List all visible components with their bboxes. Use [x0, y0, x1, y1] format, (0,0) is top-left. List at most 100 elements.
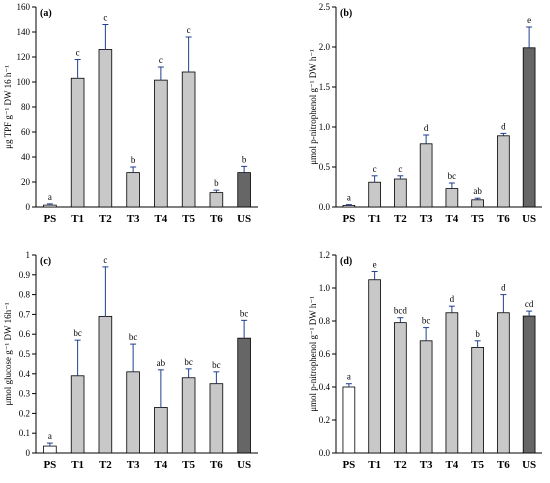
bar-US — [237, 337, 251, 454]
significance-letter-T1: e — [373, 260, 377, 270]
x-tick-label-T6: T6 — [497, 213, 510, 225]
bar-T4 — [445, 188, 459, 208]
bar-T1 — [368, 279, 381, 454]
y-tick-label: 0.9 — [19, 270, 31, 280]
significance-letter-T4: d — [450, 294, 455, 304]
x-tick-label-T6: T6 — [210, 213, 223, 225]
significance-letter-T5: b — [475, 329, 480, 339]
y-tick-label: 160 — [17, 2, 31, 12]
x-tick-label-T2: T2 — [99, 459, 112, 471]
y-axis-title: μg TPF g⁻¹ DW 16 h⁻¹ — [3, 65, 13, 149]
y-tick-label: 140 — [17, 27, 31, 37]
y-tick-label: 1.0 — [319, 283, 331, 293]
x-tick-label-T1: T1 — [368, 459, 381, 471]
y-tick-label: 2.0 — [319, 42, 331, 52]
y-tick-label: 1 — [26, 250, 31, 260]
significance-letter-T4: c — [159, 55, 163, 65]
x-tick-label-T1: T1 — [71, 459, 84, 471]
x-tick-label-T2: T2 — [394, 459, 407, 471]
x-tick-label-T2: T2 — [99, 213, 112, 225]
bar-T1 — [70, 77, 85, 208]
x-tick-label-T4: T4 — [445, 213, 458, 225]
x-tick-label-T6: T6 — [210, 459, 223, 471]
bar-T5 — [471, 346, 484, 454]
x-tick-label-US: US — [237, 213, 251, 225]
y-tick-label: 40 — [21, 152, 31, 162]
significance-letter-T6: bc — [212, 360, 221, 370]
significance-letter-T6: d — [501, 121, 506, 131]
x-tick-label-T5: T5 — [182, 213, 195, 225]
bar-T4 — [445, 312, 459, 454]
bar-T6 — [209, 192, 224, 208]
significance-letter-T3: b — [131, 155, 136, 165]
panel-label: (b) — [340, 8, 352, 19]
significance-letter-T4: ab — [157, 358, 166, 368]
bar-T1 — [368, 181, 381, 208]
panel-label: (c) — [40, 256, 51, 267]
y-tick-label: 0.2 — [319, 415, 330, 425]
significance-letter-T2: bcd — [394, 306, 407, 316]
significance-letter-T5: bc — [184, 357, 193, 367]
y-tick-label: 100 — [17, 77, 31, 87]
y-axis-title: μmol p-nitrophenol g⁻¹ DW h⁻¹ — [308, 296, 318, 412]
bar-T6 — [497, 135, 510, 208]
y-axis-title: μmol p-nitrophenol g⁻¹ DW h⁻¹ — [308, 49, 318, 165]
bar-T2 — [394, 178, 407, 208]
bar-T2 — [394, 322, 407, 454]
y-tick-label: 0.4 — [19, 369, 31, 379]
x-tick-label-T5: T5 — [182, 459, 195, 471]
panel-b: 0.0 0.5 1.0 1.5 2.0 2.5 μmol p-nitrophenol g⁻¹… — [308, 2, 542, 225]
bar-PS — [342, 204, 356, 208]
significance-letter-PS: a — [48, 431, 52, 441]
significance-letter-T2: c — [103, 13, 107, 23]
y-tick-label: 60 — [21, 127, 31, 137]
x-tick-label-T2: T2 — [394, 213, 407, 225]
x-tick-label-T3: T3 — [420, 213, 433, 225]
bar-T6 — [497, 312, 510, 454]
bar-T2 — [98, 49, 113, 208]
y-tick-label: 0.0 — [319, 202, 331, 212]
x-tick-label-PS: PS — [43, 459, 56, 471]
x-tick-label-T4: T4 — [154, 459, 167, 471]
x-tick-label-US: US — [522, 459, 536, 471]
x-tick-label-PS: PS — [342, 213, 355, 225]
significance-letter-PS: a — [48, 192, 52, 202]
y-tick-label: 1.2 — [319, 250, 330, 260]
panel-label: (a) — [40, 8, 52, 19]
x-tick-label-T3: T3 — [420, 459, 433, 471]
y-tick-label: 80 — [21, 102, 31, 112]
significance-letter-PS: a — [347, 193, 351, 203]
significance-letter-T4: bc — [448, 171, 457, 181]
bar-T4 — [154, 407, 168, 454]
significance-letter-US: bc — [240, 308, 249, 318]
x-tick-label-T6: T6 — [497, 459, 510, 471]
significance-letter-US: b — [242, 154, 247, 164]
y-tick-label: 0.5 — [19, 349, 31, 359]
x-tick-label-T1: T1 — [71, 213, 84, 225]
bar-T3 — [419, 340, 433, 454]
y-tick-label: 0.8 — [19, 290, 31, 300]
significance-letter-T2: c — [398, 164, 402, 174]
y-tick-label: 0.4 — [319, 382, 331, 392]
significance-letter-T3: d — [424, 123, 429, 133]
significance-letter-T2: c — [103, 255, 107, 265]
significance-letter-PS: a — [347, 372, 351, 382]
significance-letter-T6: b — [214, 178, 219, 188]
significance-letter-T1: c — [76, 48, 80, 58]
x-tick-label-US: US — [522, 213, 536, 225]
panel-a: 0 20 40 60 80 100 120 140 160 μg TPF g⁻¹ DW 16 h⁻… — [3, 2, 258, 225]
panel-d: 0.0 0.2 0.4 0.6 0.8 1.0 1.2 μmol p-nitrophenol … — [308, 250, 542, 471]
significance-letter-T1: c — [373, 164, 377, 174]
x-tick-label-PS: PS — [43, 213, 56, 225]
y-tick-label: 0 — [26, 202, 31, 212]
y-tick-label: 20 — [21, 177, 31, 187]
y-tick-label: 0.5 — [319, 162, 331, 172]
x-tick-label-T3: T3 — [127, 213, 140, 225]
x-tick-label-T5: T5 — [471, 459, 484, 471]
bar-T2 — [98, 315, 113, 454]
bar-T3 — [126, 172, 140, 208]
x-tick-label-T1: T1 — [368, 213, 381, 225]
bar-US — [522, 315, 536, 454]
y-tick-label: 0.0 — [319, 448, 331, 458]
